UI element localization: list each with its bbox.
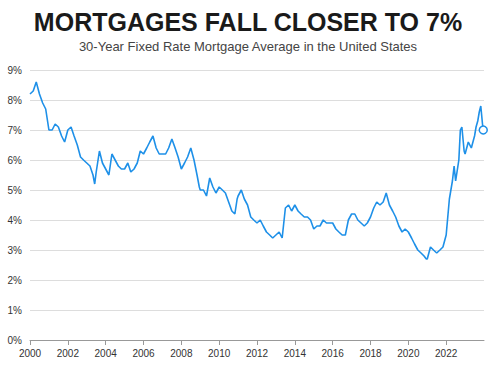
svg-text:2000: 2000 (19, 348, 42, 359)
svg-text:2012: 2012 (246, 348, 269, 359)
svg-text:6%: 6% (8, 155, 23, 166)
svg-text:2004: 2004 (95, 348, 118, 359)
svg-text:2002: 2002 (57, 348, 80, 359)
svg-text:2022: 2022 (435, 348, 458, 359)
svg-text:3%: 3% (8, 245, 23, 256)
svg-text:2008: 2008 (170, 348, 193, 359)
svg-text:MORTGAGES FALL CLOSER TO 7%: MORTGAGES FALL CLOSER TO 7% (34, 8, 462, 36)
svg-text:5%: 5% (8, 185, 23, 196)
svg-text:2%: 2% (8, 275, 23, 286)
svg-text:2016: 2016 (322, 348, 345, 359)
svg-text:30-Year Fixed Rate Mortgage Av: 30-Year Fixed Rate Mortgage Average in t… (79, 39, 418, 54)
svg-text:2010: 2010 (208, 348, 231, 359)
svg-text:2018: 2018 (359, 348, 382, 359)
svg-text:2020: 2020 (397, 348, 420, 359)
svg-text:2006: 2006 (132, 348, 155, 359)
svg-text:7%: 7% (8, 125, 23, 136)
svg-text:2014: 2014 (284, 348, 307, 359)
svg-text:4%: 4% (8, 215, 23, 226)
svg-text:9%: 9% (8, 65, 23, 76)
svg-text:1%: 1% (8, 305, 23, 316)
svg-text:8%: 8% (8, 95, 23, 106)
svg-text:0%: 0% (8, 335, 23, 346)
